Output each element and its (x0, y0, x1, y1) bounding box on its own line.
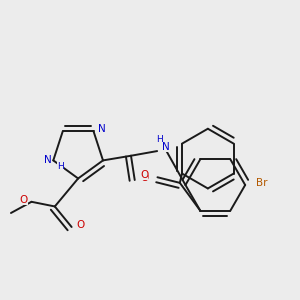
Text: N: N (98, 124, 106, 134)
Text: Br: Br (256, 178, 268, 188)
Text: N: N (162, 142, 170, 152)
Text: H: H (156, 135, 163, 144)
Text: O: O (140, 170, 148, 180)
Text: O: O (20, 195, 28, 205)
Text: O: O (77, 220, 85, 230)
Text: O: O (140, 173, 148, 183)
Text: N: N (44, 155, 51, 165)
Text: H: H (57, 162, 64, 171)
